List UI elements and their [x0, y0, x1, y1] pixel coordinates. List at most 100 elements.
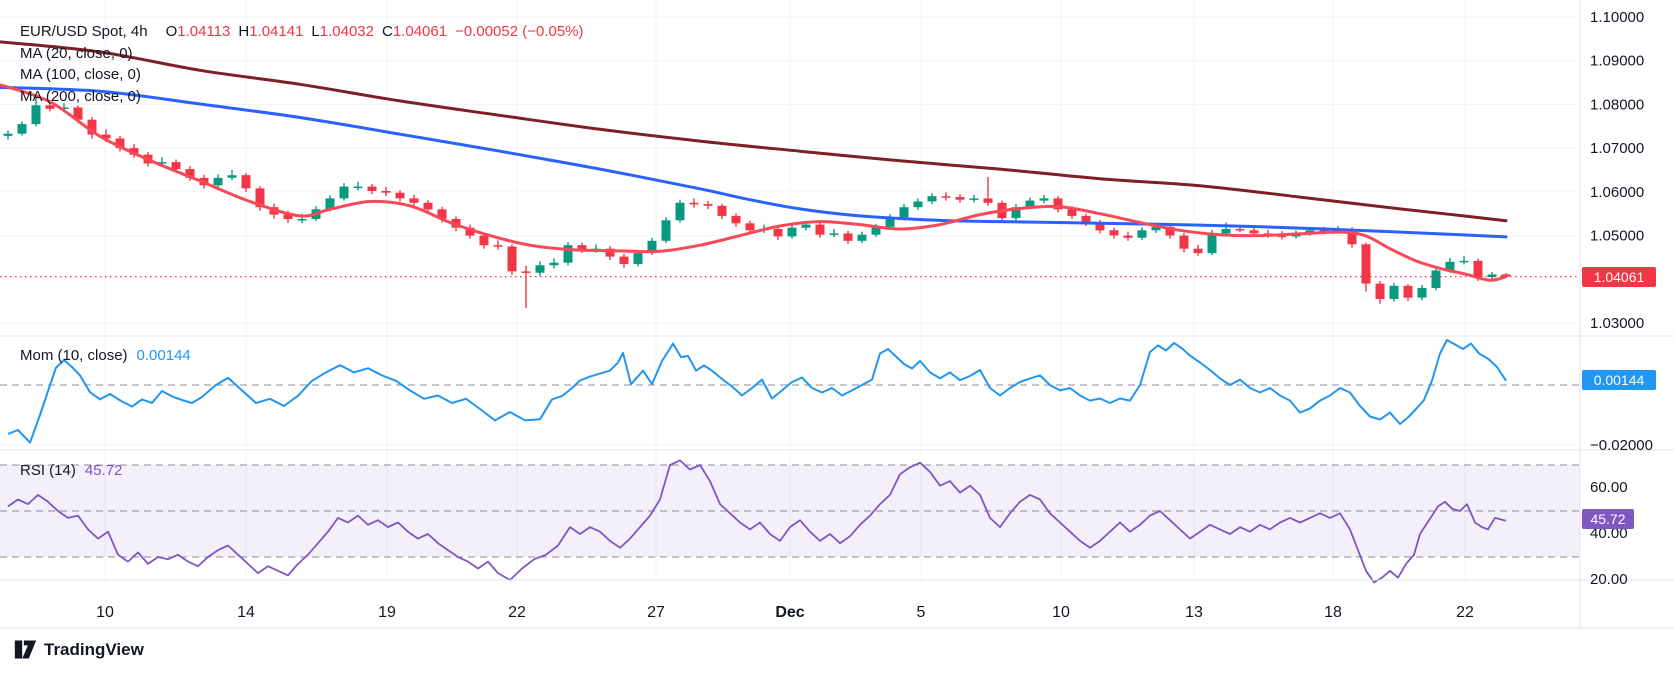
candle-body [731, 215, 741, 224]
price-tick-label: 1.05000 [1590, 228, 1644, 245]
high-value: 1.04141 [249, 23, 304, 40]
candle-body [493, 245, 503, 247]
rsi-pane[interactable] [0, 450, 1580, 580]
candle-body [1431, 270, 1441, 288]
candle-body [717, 205, 727, 216]
price-tick-label: 1.07000 [1590, 140, 1644, 157]
candle-body [1067, 209, 1077, 216]
candle-body [913, 201, 923, 208]
candle-body [1459, 260, 1469, 263]
rsi-legend-row[interactable]: RSI (14) 45.72 [20, 462, 122, 479]
rsi-band [0, 465, 1580, 557]
time-axis-label: 14 [237, 604, 255, 621]
high-label: H [238, 23, 250, 40]
rsi-tick-label: 40.00 [1590, 525, 1628, 542]
price-tick-label: 1.06000 [1590, 184, 1644, 201]
candle-body [59, 107, 69, 109]
price-tick-label: 1.03000 [1590, 315, 1644, 332]
candle-body [1165, 226, 1175, 236]
momentum-label: Mom (10, close) [20, 347, 128, 364]
candle-body [1179, 235, 1189, 249]
candle-body [1039, 198, 1049, 201]
candle-body [17, 124, 27, 134]
candle-body [1487, 274, 1497, 278]
legend: EUR/USD Spot, 4h O1.04113 H1.04141 L1.04032… [20, 21, 584, 107]
price-axis[interactable] [1580, 0, 1674, 628]
momentum-tick-label: −0.02000 [1590, 437, 1653, 454]
time-axis-label: 18 [1324, 604, 1342, 621]
candle-body [1193, 248, 1203, 254]
candle-body [157, 162, 167, 164]
momentum-legend-row[interactable]: Mom (10, close) 0.00144 [20, 347, 191, 364]
ma20-label: MA (20, close, 0) [20, 44, 133, 62]
candle-body [983, 198, 993, 203]
time-axis-label: 10 [1052, 604, 1070, 621]
change-value: −0.00052 (−0.05%) [455, 23, 584, 40]
tradingview-logo-text: TradingView [44, 639, 144, 659]
candle-body [1053, 198, 1063, 210]
close-value: 1.04061 [392, 23, 448, 40]
candle-body [703, 204, 713, 206]
candle-body [1207, 233, 1217, 254]
low-label: L [311, 23, 320, 40]
time-axis[interactable] [0, 580, 1580, 628]
ma200-line [0, 40, 1508, 223]
candle-body [395, 192, 405, 199]
candle-body [1277, 235, 1287, 238]
ma100-line [0, 85, 1508, 239]
rsi-line [7, 459, 1507, 584]
time-axis-label: 13 [1185, 604, 1203, 621]
candle-body [1403, 285, 1413, 298]
candle-body [1123, 235, 1133, 238]
candle-body [283, 214, 293, 219]
candle-body [577, 245, 587, 250]
candle-body [423, 202, 433, 210]
candle-body [1011, 207, 1021, 219]
candle-body [521, 271, 531, 273]
candle-body [871, 226, 881, 235]
candle-body [1249, 230, 1259, 234]
time-axis-label: 27 [647, 604, 665, 621]
symbol-legend-row[interactable]: EUR/USD Spot, 4h O1.04113 H1.04141 L1.04032… [20, 21, 584, 43]
candle-body [829, 233, 839, 235]
candle-body [1375, 283, 1385, 299]
candle-body [171, 162, 181, 170]
candle-body [899, 207, 909, 218]
candle-body [689, 202, 699, 205]
ma100-label: MA (100, close, 0) [20, 66, 141, 83]
candle-body [647, 240, 657, 253]
candle-body [325, 198, 335, 210]
candle-body [1445, 261, 1455, 271]
momentum-pane[interactable] [0, 336, 1580, 450]
candle-body [353, 186, 363, 189]
candle-body [115, 138, 125, 149]
candle-body [955, 197, 965, 200]
candle-body [507, 246, 517, 272]
open-label: O [165, 23, 178, 40]
candle-body [619, 256, 629, 264]
candle-body [479, 235, 489, 246]
ma100-legend-row[interactable]: MA (100, close, 0) [20, 64, 584, 86]
ma200-label: MA (200, close, 0) [20, 87, 141, 105]
candle-body [1151, 226, 1161, 231]
candle-body [927, 196, 937, 202]
time-axis-label: 5 [917, 604, 926, 621]
candle-body [1025, 200, 1035, 208]
candle-body [31, 105, 41, 125]
candle-body [801, 224, 811, 228]
rsi-tick-label: 60.00 [1590, 479, 1628, 496]
ma200-legend-row[interactable]: MA (200, close, 0) [20, 86, 584, 108]
vertical-gridlines [104, 0, 1466, 580]
time-axis-label: 10 [96, 604, 114, 621]
price-tick-label: 1.08000 [1590, 96, 1644, 113]
candle-body [1361, 244, 1371, 284]
candle-body [745, 223, 755, 231]
candle-body [1347, 229, 1357, 245]
price-tick-label: 1.09000 [1590, 53, 1644, 70]
tradingview-logo[interactable]: TradingView [14, 639, 144, 660]
candle-body [787, 227, 797, 237]
ma20-line [0, 83, 1508, 282]
candle-body [129, 148, 139, 155]
ma20-legend-row[interactable]: MA (20, close, 0) [20, 43, 584, 65]
time-axis-label: Dec [775, 604, 804, 621]
